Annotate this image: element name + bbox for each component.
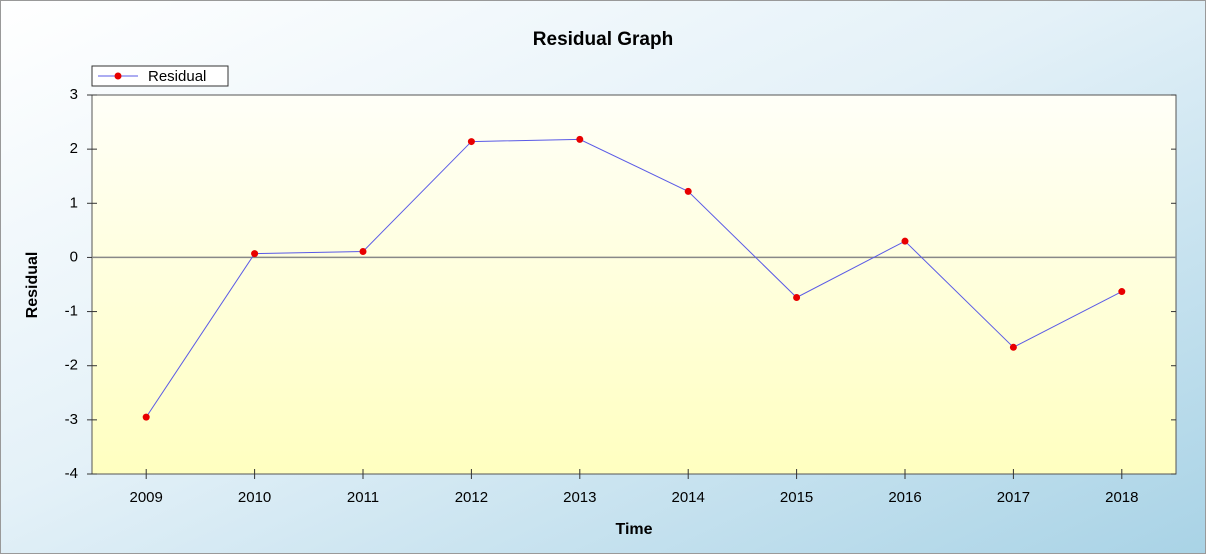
point [251,250,259,258]
y-tick-label: -1 [65,303,78,320]
point [1009,343,1017,351]
point [1118,288,1126,296]
y-tick-label: -2 [65,357,78,374]
y-tick-label: -4 [65,465,78,482]
y-tick-label: 2 [70,140,78,157]
x-tick-label: 2011 [347,489,379,506]
x-tick-label: 2016 [888,489,921,506]
x-tick-label: 2012 [455,489,488,506]
legend-box [91,65,229,87]
y-tick-label: -3 [65,411,78,428]
plot-area [91,94,1177,475]
point [576,135,584,143]
x-tick-label: 2010 [238,489,271,506]
point [901,237,909,245]
y-tick-label: 0 [70,248,78,265]
x-tick-label: 2017 [997,489,1030,506]
legend-marker [114,72,122,80]
chart-title: Residual Graph [533,29,673,50]
x-tick-label: 2018 [1105,489,1138,506]
x-tick-label: 2013 [563,489,596,506]
point [684,187,692,195]
x-axis-label: Time [615,521,652,538]
x-tick-label: 2009 [130,489,163,506]
point [793,293,801,301]
x-tick-label: 2014 [672,489,705,506]
series-line [145,138,1123,418]
point [142,413,150,421]
point [359,247,367,255]
y-tick-label: 3 [70,86,78,103]
y-tick-label: 1 [70,194,78,211]
x-tick-label: 2015 [780,489,813,506]
y-axis-label: Residual [24,252,41,319]
point [467,138,475,146]
legend-label: Residual [148,68,206,85]
